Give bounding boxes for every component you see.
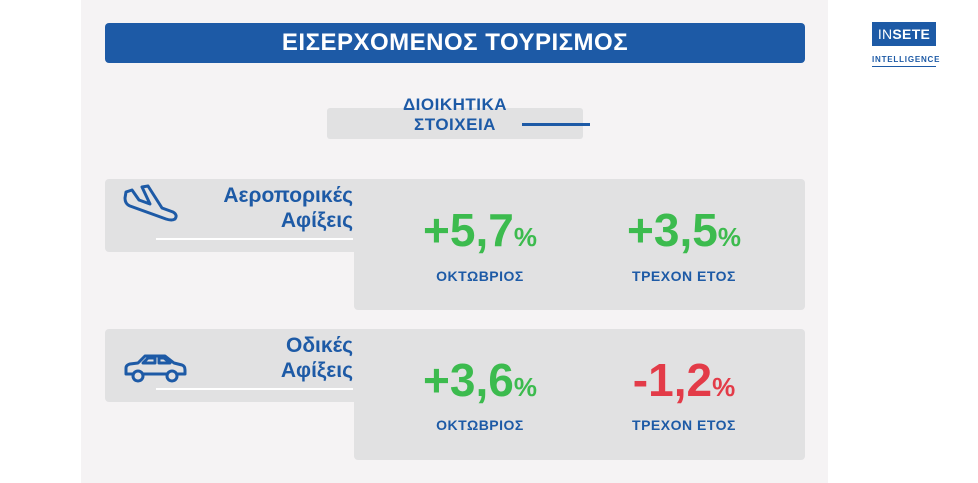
air-arrivals-label-line1: Αεροπορικές bbox=[223, 184, 353, 207]
section-label-line1: ΔΙΟΙΚΗΤΙΚΑ bbox=[402, 95, 508, 114]
car-icon bbox=[124, 354, 187, 383]
road-arrivals-label-line2: Αφίξεις bbox=[280, 359, 353, 382]
road-arrivals-label: Οδικές Αφίξεις bbox=[180, 333, 353, 383]
road-arrivals-label-line1: Οδικές bbox=[285, 334, 353, 357]
stat-number: +5,7 bbox=[423, 204, 514, 256]
stat-number: +3,6 bbox=[423, 354, 514, 406]
stat-unit: % bbox=[513, 372, 537, 402]
stat-unit: % bbox=[712, 372, 736, 402]
logo-mark: IN SETE bbox=[872, 22, 936, 46]
insete-logo: IN SETE INTELLIGENCE bbox=[872, 22, 940, 67]
road-arrivals-october-value: +3,6% bbox=[380, 355, 580, 412]
road-arrivals-divider bbox=[156, 388, 353, 390]
stat-unit: % bbox=[717, 222, 741, 252]
page-title: ΕΙΣΕΡΧΟΜΕΝΟΣ ΤΟΥΡΙΣΜΟΣ bbox=[105, 23, 805, 63]
section-label-underline bbox=[522, 123, 590, 126]
air-arrivals-ytd-value: +3,5% bbox=[584, 205, 784, 262]
road-arrivals-ytd-value: -1,2% bbox=[584, 355, 784, 412]
air-arrivals-divider bbox=[156, 238, 353, 240]
air-arrivals-october-label: ΟΚΤΩΒΡΙΟΣ bbox=[436, 268, 524, 284]
page-title-text: ΕΙΣΕΡΧΟΜΕΝΟΣ ΤΟΥΡΙΣΜΟΣ bbox=[281, 29, 629, 56]
airplane-landing-icon bbox=[123, 184, 178, 222]
road-arrivals-october-label: ΟΚΤΩΒΡΙΟΣ bbox=[436, 417, 524, 433]
stat-number: -1,2 bbox=[632, 354, 713, 406]
road-arrivals-stats-card bbox=[354, 329, 805, 460]
air-arrivals-label: Αεροπορικές Αφίξεις bbox=[180, 183, 353, 233]
air-arrivals-label-line2: Αφίξεις bbox=[280, 209, 353, 232]
section-label-line2: ΣΤΟΙΧΕΙΑ bbox=[414, 115, 496, 134]
road-arrivals-ytd-label: ΤΡΕΧΟΝ ΕΤΟΣ bbox=[632, 417, 736, 433]
logo-subtitle: INTELLIGENCE bbox=[872, 55, 939, 67]
logo-brand: SETE bbox=[892, 26, 931, 42]
stat-number: +3,5 bbox=[627, 204, 718, 256]
air-arrivals-october-value: +5,7% bbox=[380, 205, 580, 262]
air-arrivals-stats-card bbox=[354, 179, 805, 310]
logo-prefix: IN bbox=[877, 26, 893, 42]
air-arrivals-ytd-label: ΤΡΕΧΟΝ ΕΤΟΣ bbox=[632, 268, 736, 284]
section-label: ΔΙΟΙΚΗΤΙΚΑ ΣΤΟΙΧΕΙΑ bbox=[380, 95, 530, 135]
stat-unit: % bbox=[513, 222, 537, 252]
